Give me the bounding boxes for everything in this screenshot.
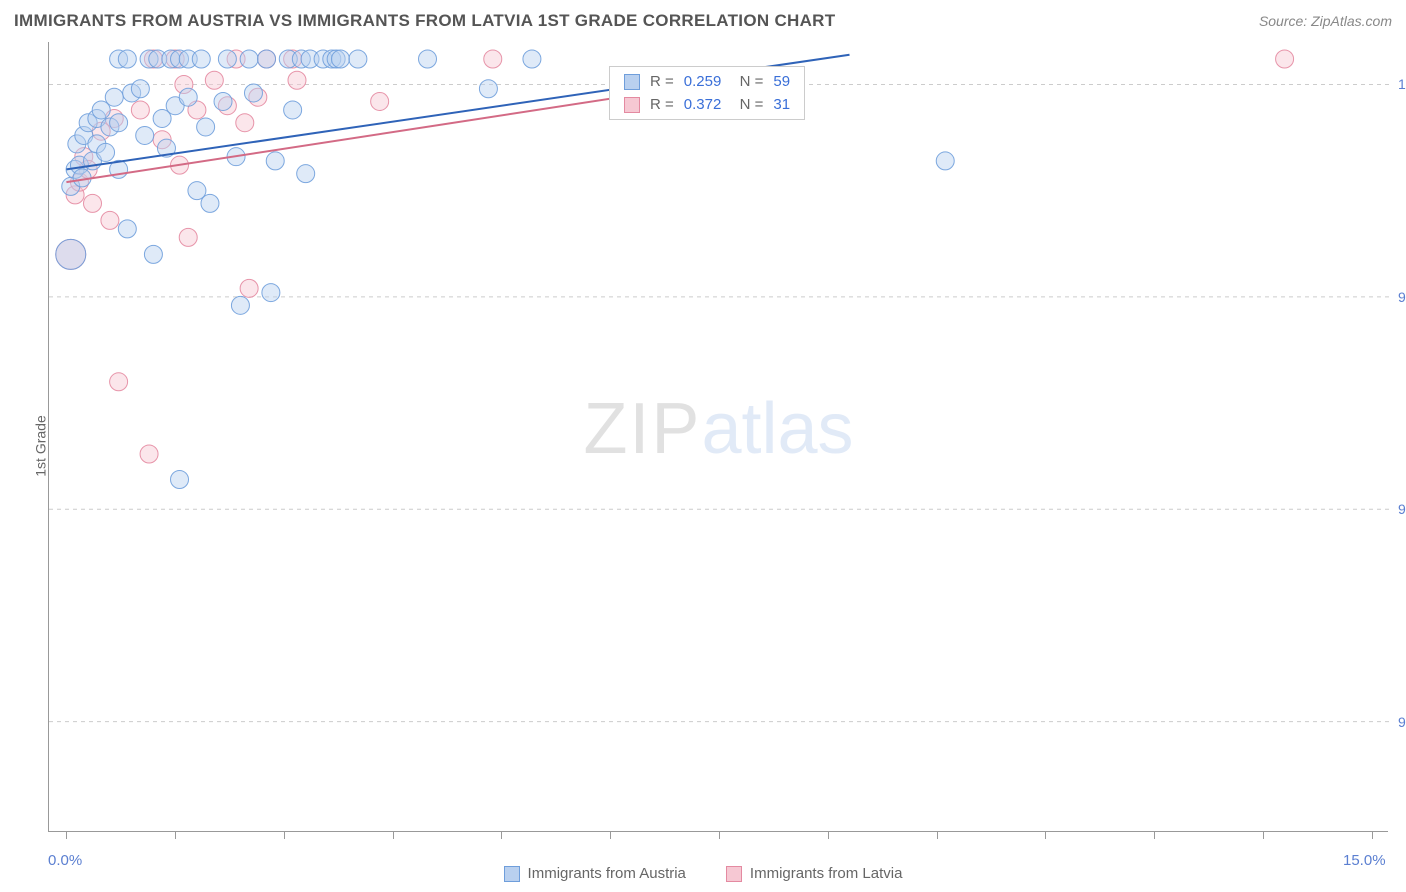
stats-r-label: R =	[650, 73, 674, 90]
data-point	[231, 296, 249, 314]
plot-area: ZIPatlas R =0.259 N =59R =0.372 N =31 10…	[48, 42, 1388, 832]
x-tick	[284, 831, 285, 839]
x-tick	[719, 831, 720, 839]
bottom-legend: Immigrants from Austria Immigrants from …	[0, 865, 1406, 882]
data-point	[118, 220, 136, 238]
y-tick-label: 100.0%	[1398, 76, 1406, 92]
data-point	[56, 239, 86, 269]
legend-label-series1: Immigrants from Austria	[528, 865, 686, 882]
data-point	[266, 152, 284, 170]
legend-label-series2: Immigrants from Latvia	[750, 865, 903, 882]
plot-svg	[49, 42, 1388, 831]
x-tick	[1372, 831, 1373, 839]
data-point	[936, 152, 954, 170]
data-point	[349, 50, 367, 68]
stats-swatch	[624, 74, 640, 90]
data-point	[131, 80, 149, 98]
stats-r-value: 0.372	[684, 96, 722, 113]
data-point	[201, 194, 219, 212]
data-point	[192, 50, 210, 68]
data-point	[297, 165, 315, 183]
chart-source: Source: ZipAtlas.com	[1259, 13, 1392, 29]
x-tick	[1154, 831, 1155, 839]
data-point	[105, 88, 123, 106]
x-tick	[937, 831, 938, 839]
data-point	[258, 50, 276, 68]
y-tick-label: 92.5%	[1398, 714, 1406, 730]
data-point	[205, 71, 223, 89]
legend-swatch-series2	[726, 866, 742, 882]
data-point	[136, 126, 154, 144]
data-point	[240, 279, 258, 297]
data-point	[144, 245, 162, 263]
stats-n-value: 31	[773, 96, 790, 113]
y-axis-label: 1st Grade	[33, 415, 49, 476]
stats-n-label: N =	[731, 73, 763, 90]
data-point	[284, 101, 302, 119]
chart-header: IMMIGRANTS FROM AUSTRIA VS IMMIGRANTS FR…	[0, 0, 1406, 42]
x-tick	[828, 831, 829, 839]
stats-n-label: N =	[731, 96, 763, 113]
x-tick	[66, 831, 67, 839]
x-tick	[1045, 831, 1046, 839]
data-point	[218, 50, 236, 68]
data-point	[84, 194, 102, 212]
chart-title: IMMIGRANTS FROM AUSTRIA VS IMMIGRANTS FR…	[14, 11, 835, 31]
data-point	[110, 373, 128, 391]
data-point	[197, 118, 215, 136]
legend-item-series1: Immigrants from Austria	[504, 865, 686, 882]
data-point	[262, 284, 280, 302]
data-point	[110, 114, 128, 132]
data-point	[97, 143, 115, 161]
x-tick	[610, 831, 611, 839]
data-point	[240, 50, 258, 68]
y-tick-label: 97.5%	[1398, 289, 1406, 305]
stats-r-label: R =	[650, 96, 674, 113]
data-point	[179, 88, 197, 106]
data-point	[236, 114, 254, 132]
data-point	[179, 228, 197, 246]
source-prefix: Source:	[1259, 13, 1311, 29]
data-point	[1276, 50, 1294, 68]
y-tick-label: 95.0%	[1398, 501, 1406, 517]
data-point	[371, 92, 389, 110]
stats-row: R = 0.372 N = 31	[624, 96, 790, 113]
data-point	[419, 50, 437, 68]
data-point	[244, 84, 262, 102]
stats-row: R = 0.259 N = 59	[624, 73, 790, 90]
data-point	[131, 101, 149, 119]
stats-swatch	[624, 97, 640, 113]
stats-n-value: 59	[773, 73, 790, 90]
data-point	[101, 211, 119, 229]
data-point	[484, 50, 502, 68]
data-point	[288, 71, 306, 89]
legend-swatch-series1	[504, 866, 520, 882]
x-tick	[501, 831, 502, 839]
x-tick	[393, 831, 394, 839]
source-name: ZipAtlas.com	[1311, 13, 1392, 29]
data-point	[171, 470, 189, 488]
stats-box: R = 0.259 N = 59 R = 0.372 N = 31	[609, 66, 805, 120]
stats-r-value: 0.259	[684, 73, 722, 90]
x-axis-label-right: 15.0%	[1343, 852, 1386, 869]
data-point	[140, 445, 158, 463]
data-point	[214, 92, 232, 110]
data-point	[523, 50, 541, 68]
x-tick	[175, 831, 176, 839]
data-point	[331, 50, 349, 68]
data-point	[479, 80, 497, 98]
legend-item-series2: Immigrants from Latvia	[726, 865, 903, 882]
x-tick	[1263, 831, 1264, 839]
x-axis-label-left: 0.0%	[48, 852, 82, 869]
data-point	[118, 50, 136, 68]
